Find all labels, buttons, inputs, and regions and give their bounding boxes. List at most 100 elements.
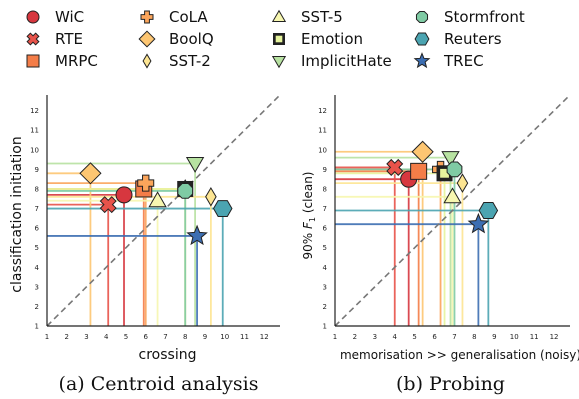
y-tick-label: 9 <box>35 166 39 174</box>
y-tick-label: 2 <box>323 303 327 311</box>
y-tick-label: 7 <box>35 205 39 213</box>
legend-marker-implicithate <box>271 56 287 69</box>
y-axis-label: 90% F1 (clean) <box>301 172 317 260</box>
point-boolq <box>79 162 102 185</box>
legend-label: CoLA <box>169 8 208 26</box>
x-tick-label: 12 <box>260 333 269 341</box>
legend-item: RTE <box>26 30 83 48</box>
x-tick-label: 5 <box>412 333 416 341</box>
diagonal-line <box>46 94 281 327</box>
point-trec <box>467 212 490 234</box>
x-tick-label: 6 <box>432 333 437 341</box>
x-axis-label: crossing <box>139 347 197 363</box>
x-tick-label: 2 <box>353 333 357 341</box>
y-axis-label: classification initiation <box>9 136 25 292</box>
point-reuters <box>478 202 499 219</box>
legend-marker-sst-5 <box>271 9 287 22</box>
point-cola <box>137 174 155 192</box>
data-points <box>79 157 233 246</box>
y-tick-label: 4 <box>35 264 40 272</box>
y-tick-label: 3 <box>35 283 39 291</box>
legend-label: RTE <box>55 30 83 48</box>
x-tick-label: 1 <box>45 333 49 341</box>
point-mrpc <box>410 162 428 180</box>
panel-centroid-analysis: 1 2 3 4 5 6 7 8 9 10 11 12123456789101112crossingcl… <box>9 94 281 395</box>
point-stormfront <box>446 161 463 178</box>
point-implicithate <box>441 151 460 168</box>
x-tick-label: 9 <box>203 333 207 341</box>
x-axis-label: memorisation >> generalisation (noisy) <box>340 348 579 362</box>
legend-marker-boolq <box>138 30 156 48</box>
y-tick-label: 10 <box>318 146 327 154</box>
x-tick-label: 3 <box>84 333 88 341</box>
legend: WiC RTE MRPC CoLA BoolQ SST-2 SST-5 Emotion Impl… <box>26 8 525 70</box>
point-implicithate <box>185 157 205 173</box>
legend-marker-emotion <box>273 33 285 45</box>
legend-item: TREC <box>413 52 484 70</box>
y-tick-label: 12 <box>30 107 39 115</box>
point-rte <box>386 158 404 176</box>
legend-item: Reuters <box>414 30 502 48</box>
y-tick-label: 8 <box>323 185 327 193</box>
legend-item: Emotion <box>273 30 363 48</box>
legend-label: Reuters <box>444 30 502 48</box>
legend-marker-rte <box>26 32 40 46</box>
caption-b: (b) Probing <box>396 373 505 395</box>
legend-marker-trec <box>413 52 431 69</box>
x-tick-label: 8 <box>472 333 476 341</box>
legend-item: MRPC <box>26 52 98 70</box>
guide-lines <box>47 162 224 326</box>
legend-item: SST-2 <box>142 52 211 70</box>
y-tick-label: 3 <box>323 283 327 291</box>
point-boolq <box>411 140 434 163</box>
legend-label: ImplicitHate <box>301 52 392 70</box>
y-tick-label: 2 <box>35 303 39 311</box>
legend-marker-cola <box>140 10 154 24</box>
y-tick-label: 11 <box>318 127 327 135</box>
y-tick-label: 6 <box>323 225 328 233</box>
x-tick-label: 11 <box>530 333 539 341</box>
point-trec <box>186 224 208 246</box>
point-sst-5 <box>148 191 167 208</box>
legend-marker-sst-2 <box>142 53 152 69</box>
legend-item: CoLA <box>140 8 208 26</box>
legend-label: SST-5 <box>301 8 343 26</box>
x-tick-label: 6 <box>143 333 148 341</box>
legend-label: MRPC <box>55 52 98 70</box>
x-tick-label: 9 <box>492 333 496 341</box>
y-tick-label: 11 <box>30 127 39 135</box>
y-tick-label: 10 <box>30 146 39 154</box>
x-tick-label: 7 <box>452 333 456 341</box>
point-sst-2 <box>456 173 469 193</box>
legend-marker-reuters <box>414 32 430 46</box>
legend-item: BoolQ <box>138 30 214 48</box>
legend-marker-stormfront <box>415 10 429 24</box>
y-tick-label: 6 <box>35 225 40 233</box>
legend-marker-mrpc <box>26 54 40 68</box>
point-sst-5 <box>443 187 462 204</box>
point-rte <box>99 196 117 214</box>
diagonal-line <box>334 94 571 327</box>
y-tick-label: 12 <box>318 107 327 115</box>
legend-item: ImplicitHate <box>271 52 392 70</box>
legend-item: SST-5 <box>271 8 343 26</box>
x-tick-label: 12 <box>550 333 559 341</box>
x-tick-label: 10 <box>220 333 229 341</box>
legend-label: TREC <box>443 52 484 70</box>
x-tick-label: 4 <box>104 333 109 341</box>
caption-a: (a) Centroid analysis <box>59 373 259 395</box>
x-tick-label: 1 <box>333 333 337 341</box>
panel-probing: 1 2 3 4 5 6 7 8 9 10 11 12123456789101112memorisati… <box>301 94 579 395</box>
x-tick-label: 10 <box>510 333 519 341</box>
x-tick-label: 5 <box>124 333 128 341</box>
x-tick-label: 8 <box>183 333 187 341</box>
y-tick-label: 1 <box>35 323 39 331</box>
x-tick-label: 7 <box>163 333 167 341</box>
legend-item: WiC <box>26 8 84 26</box>
y-tick-label: 7 <box>323 205 327 213</box>
legend-label: BoolQ <box>169 30 214 48</box>
point-reuters <box>212 200 233 218</box>
y-tick-label: 8 <box>35 185 39 193</box>
legend-label: Emotion <box>301 30 363 48</box>
